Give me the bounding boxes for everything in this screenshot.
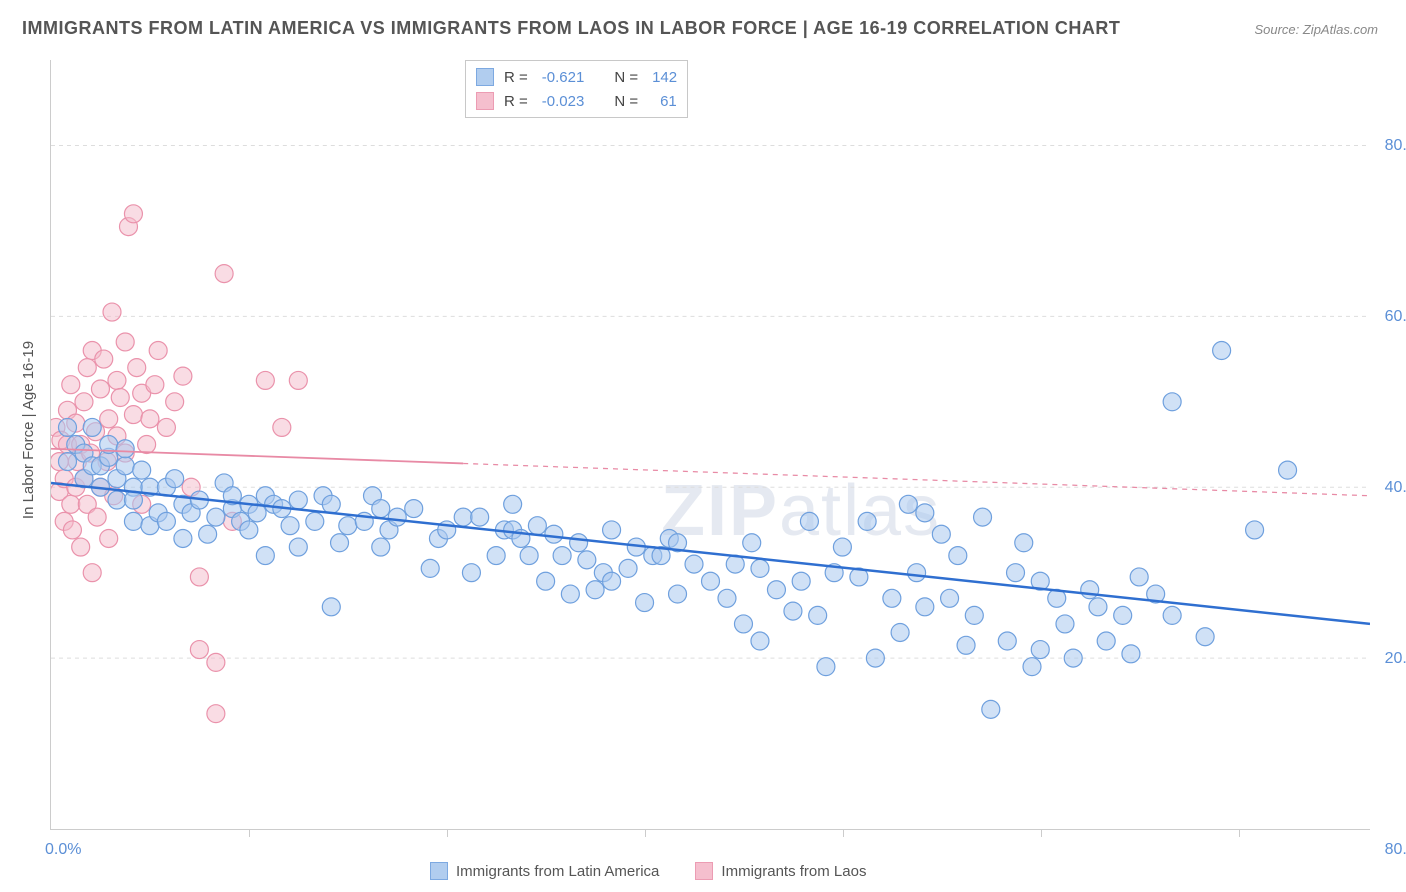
- legend-square-a-icon: [430, 862, 448, 880]
- y-axis-label: In Labor Force | Age 16-19: [20, 341, 37, 519]
- legend-item-a: Immigrants from Latin America: [430, 862, 659, 880]
- x-tick: [249, 829, 250, 837]
- corr-row-b: R = -0.023 N = 61: [476, 89, 677, 113]
- y-tick-label: 60.0%: [1385, 308, 1406, 326]
- x-tick: [1041, 829, 1042, 837]
- y-tick-label: 40.0%: [1385, 479, 1406, 497]
- legend-label-a: Immigrants from Latin America: [456, 863, 659, 880]
- y-tick-label: 80.0%: [1385, 137, 1406, 155]
- plot-svg: [51, 60, 1370, 829]
- x-tick: [843, 829, 844, 837]
- source-label: Source: ZipAtlas.com: [1254, 22, 1378, 37]
- x-max-label: 80.0%: [1385, 841, 1406, 859]
- x-tick: [1239, 829, 1240, 837]
- n-value-b: 61: [660, 93, 677, 110]
- r-label: R =: [504, 93, 528, 110]
- corr-row-a: R = -0.621 N = 142: [476, 65, 677, 89]
- r-label: R =: [504, 69, 528, 86]
- legend-item-b: Immigrants from Laos: [695, 862, 866, 880]
- r-value-a: -0.621: [542, 69, 585, 86]
- n-label: N =: [614, 69, 638, 86]
- chart-title: IMMIGRANTS FROM LATIN AMERICA VS IMMIGRA…: [22, 18, 1120, 39]
- legend-square-a: [476, 68, 494, 86]
- correlation-legend: R = -0.621 N = 142 R = -0.023 N = 61: [465, 60, 688, 118]
- y-tick-label: 20.0%: [1385, 650, 1406, 668]
- legend-square-b-icon: [695, 862, 713, 880]
- x-origin-label: 0.0%: [45, 841, 81, 859]
- r-value-b: -0.023: [542, 93, 585, 110]
- series-legend: Immigrants from Latin America Immigrants…: [430, 862, 866, 880]
- n-value-a: 142: [652, 69, 677, 86]
- x-tick: [645, 829, 646, 837]
- n-label: N =: [614, 93, 638, 110]
- legend-square-b: [476, 92, 494, 110]
- x-tick: [447, 829, 448, 837]
- legend-label-b: Immigrants from Laos: [721, 863, 866, 880]
- plot-area: ZIPatlas 20.0%40.0%60.0%80.0% 0.0% 80.0%: [50, 60, 1370, 830]
